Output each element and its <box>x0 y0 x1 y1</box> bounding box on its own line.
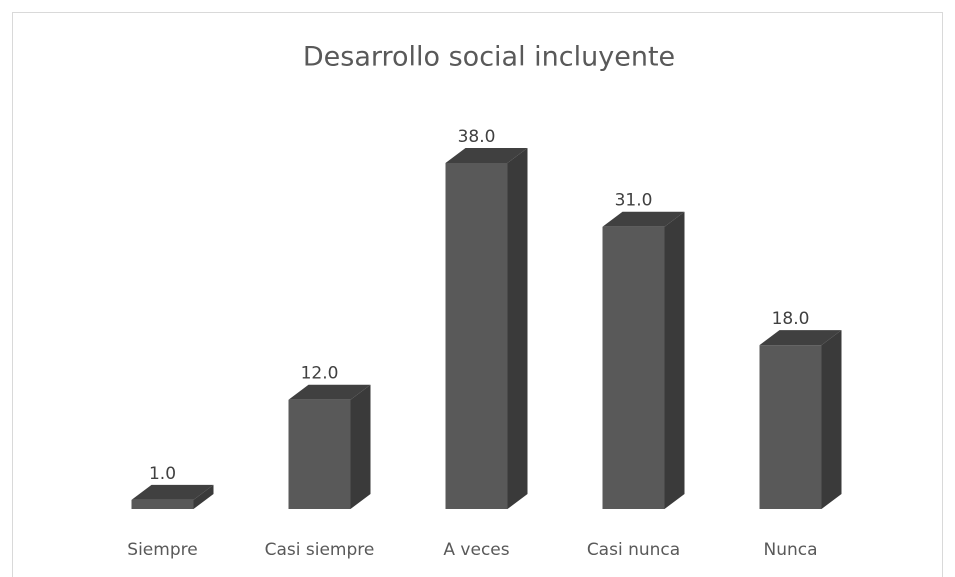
bar-top <box>288 384 371 400</box>
bar-top <box>602 211 685 227</box>
bar-side <box>193 484 214 509</box>
bar-front <box>445 163 508 509</box>
data-label: 38.0 <box>458 127 496 147</box>
bar <box>445 148 528 509</box>
bar-side <box>350 384 371 509</box>
bar-top <box>131 484 214 500</box>
data-label: 18.0 <box>772 309 810 329</box>
bar <box>759 330 842 509</box>
bar-side <box>821 330 842 509</box>
x-tick-label: Casi nunca <box>587 540 680 560</box>
bar <box>288 384 371 509</box>
bar-front <box>602 226 665 509</box>
bar <box>602 211 685 509</box>
x-tick-label: Casi siempre <box>265 540 375 560</box>
chart-title: Desarrollo social incluyente <box>303 42 675 73</box>
bar-top <box>759 330 842 346</box>
x-tick-label: A veces <box>443 540 509 560</box>
bar-front <box>288 399 351 509</box>
x-tick-label: Nunca <box>763 540 817 560</box>
bar-front <box>131 499 194 509</box>
bar-side <box>507 148 528 509</box>
bar-top <box>445 148 528 163</box>
bar-side <box>664 211 685 509</box>
data-label: 31.0 <box>615 191 653 211</box>
data-label: 12.0 <box>301 364 339 384</box>
bar-front <box>759 345 822 509</box>
data-label: 1.0 <box>149 464 176 484</box>
x-tick-label: Siempre <box>127 540 197 560</box>
bar <box>131 484 214 509</box>
